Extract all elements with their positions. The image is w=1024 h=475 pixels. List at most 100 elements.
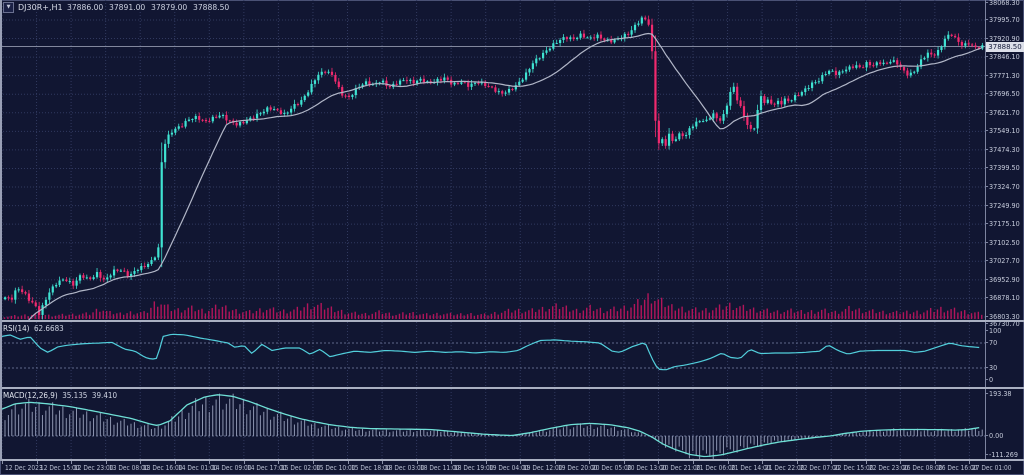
time-axis-tick <box>347 461 349 464</box>
time-axis-label: 15 Dec 10:00 <box>315 464 356 472</box>
time-axis-label: 20 Dec 21:00 <box>661 464 701 472</box>
time-axis-tick <box>312 461 314 464</box>
price-axis-label: 37696.50 <box>985 90 1020 99</box>
time-axis-tick <box>831 461 833 464</box>
time-axis-tick <box>209 461 211 464</box>
time-axis-label: 12 Dec 23:00 <box>74 464 114 472</box>
price-axis-label: 37474.30 <box>985 145 1020 154</box>
time-axis-tick <box>658 461 660 464</box>
rsi-label: RSI(14) 62.6683 <box>3 324 64 333</box>
price-axis-label: 36730.70 <box>985 320 1020 328</box>
time-axis-tick <box>243 461 245 464</box>
time-axis-tick <box>589 461 591 464</box>
time-axis-tick <box>451 461 453 464</box>
time-axis-label: 19 Dec 12:00 <box>523 464 563 472</box>
time-axis-tick <box>382 461 384 464</box>
time-axis-tick <box>520 461 522 464</box>
time-axis-label: 14 Dec 17:00 <box>246 464 287 472</box>
macd-label: MACD(12,26,9) 35.135 39.410 <box>3 391 118 400</box>
time-axis-label: 12 Dec 15:00 <box>39 464 80 472</box>
high-value: 37891.00 <box>108 2 146 12</box>
ma-line <box>28 32 983 320</box>
macd-axis-label: 193.38 <box>985 390 1012 398</box>
time-axis-label: 20 Dec 13:00 <box>626 464 667 472</box>
volume-layer <box>3 293 983 319</box>
price-axis-label: 37399.50 <box>985 164 1020 173</box>
macd-pane[interactable] <box>0 389 985 459</box>
time-axis-tick <box>2 461 3 464</box>
pane-divider-rsi-macd[interactable] <box>0 387 1024 389</box>
price-axis-label: 37621.70 <box>985 108 1020 117</box>
time-axis-tick <box>623 461 625 464</box>
time-axis-label: 13 Dec 16:00 <box>143 464 183 472</box>
price-axis-label: 37027.70 <box>985 257 1020 266</box>
time-axis-tick <box>105 461 107 464</box>
time-axis-label: 27 Dec 01:00 <box>972 464 1012 472</box>
rsi-axis-label: 0 <box>984 376 994 384</box>
rsi-chart[interactable] <box>0 322 985 387</box>
macd-signal-line <box>0 394 980 458</box>
current-price-tag: 37888.50 <box>986 41 1024 52</box>
price-axis-label: 37846.10 <box>985 53 1020 62</box>
time-axis-label: 13 Dec 08:00 <box>108 464 149 472</box>
price-axis-label: 37995.70 <box>985 16 1020 24</box>
time-axis-tick <box>934 461 936 464</box>
time-axis-label: 22 Dec 15:00 <box>834 464 874 472</box>
time-axis-label: 19 Dec 20:00 <box>557 464 598 472</box>
time-axis-label: 20 Dec 05:00 <box>592 464 632 472</box>
symbol-title[interactable]: DJ30R+,H1 <box>18 2 63 12</box>
ohlc-header: ▼ DJ30R+,H1 37886.00 37891.00 37879.00 3… <box>3 1 231 13</box>
time-axis-tick <box>554 461 556 464</box>
time-axis-label: 26 Dec 08:00 <box>903 464 943 472</box>
grid-layer <box>0 0 985 320</box>
price-axis-label: 37102.50 <box>985 238 1020 247</box>
pane-divider-macd-time[interactable] <box>0 459 1024 461</box>
time-axis-tick <box>762 461 764 464</box>
time-axis-label: 19 Dec 04:00 <box>488 464 529 472</box>
price-axis-label: 37549.10 <box>985 127 1020 136</box>
time-axis-tick <box>727 461 729 464</box>
candlestick-chart[interactable] <box>0 0 985 320</box>
time-axis-tick <box>865 461 867 464</box>
macd-chart[interactable] <box>0 389 985 459</box>
close-value: 37888.50 <box>193 2 230 12</box>
time-axis-tick <box>485 461 487 464</box>
rsi-pane[interactable] <box>0 322 985 387</box>
time-axis: 12 Dec 2023 12 Dec 15:00 12 Dec 23:00 13 De… <box>0 461 1024 475</box>
rsi-axis-label: 70 <box>985 339 998 347</box>
time-axis-label: 15 Dec 02:00 <box>281 464 321 472</box>
time-axis-label: 26 Dec 16:00 <box>937 464 978 472</box>
price-axis-label: 37175.10 <box>985 220 1020 229</box>
time-axis-label: 21 Dec 06:00 <box>696 464 736 472</box>
rsi-axis-label: 100 <box>985 327 1002 335</box>
price-pane[interactable] <box>0 0 985 320</box>
time-axis-tick <box>900 461 902 464</box>
time-axis-tick <box>36 461 38 464</box>
time-axis-label: 21 Dec 14:00 <box>730 464 771 472</box>
price-axis-label: 37771.30 <box>985 71 1020 80</box>
price-axis-label: 37324.70 <box>985 183 1020 192</box>
low-value: 37879.00 <box>150 2 188 12</box>
time-axis-label: 14 Dec 01:00 <box>177 464 218 472</box>
price-axis: 37888.50 38068.30 37995.70 37920.90 37846.1… <box>984 0 1024 461</box>
time-axis-tick <box>693 461 694 464</box>
price-axis-label: 38068.30 <box>985 0 1020 7</box>
time-axis-label: 22 Dec 23:00 <box>868 464 909 472</box>
pane-divider-price-rsi[interactable] <box>0 320 1024 322</box>
time-axis-tick <box>140 461 142 464</box>
time-axis-tick <box>71 461 73 464</box>
time-axis-label: 21 Dec 22:00 <box>765 464 805 472</box>
time-axis-label: 18 Dec 11:00 <box>419 464 460 472</box>
symbol-dropdown-icon[interactable]: ▼ <box>3 1 14 13</box>
price-axis-label: 36952.90 <box>985 275 1020 284</box>
price-axis-label: 36878.10 <box>985 294 1020 303</box>
time-axis-tick <box>278 461 280 464</box>
time-axis-tick <box>969 461 971 464</box>
time-axis-tick <box>174 461 176 464</box>
time-axis-tick <box>416 461 418 464</box>
macd-axis-label: -111.269 <box>985 451 1018 459</box>
price-axis-label: 37249.90 <box>985 201 1020 210</box>
time-axis-label: 18 Dec 19:00 <box>454 464 494 472</box>
rsi-axis-label: 30 <box>985 364 998 372</box>
